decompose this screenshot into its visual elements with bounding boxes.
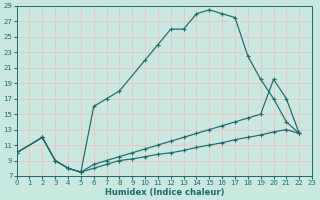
X-axis label: Humidex (Indice chaleur): Humidex (Indice chaleur) — [105, 188, 224, 197]
